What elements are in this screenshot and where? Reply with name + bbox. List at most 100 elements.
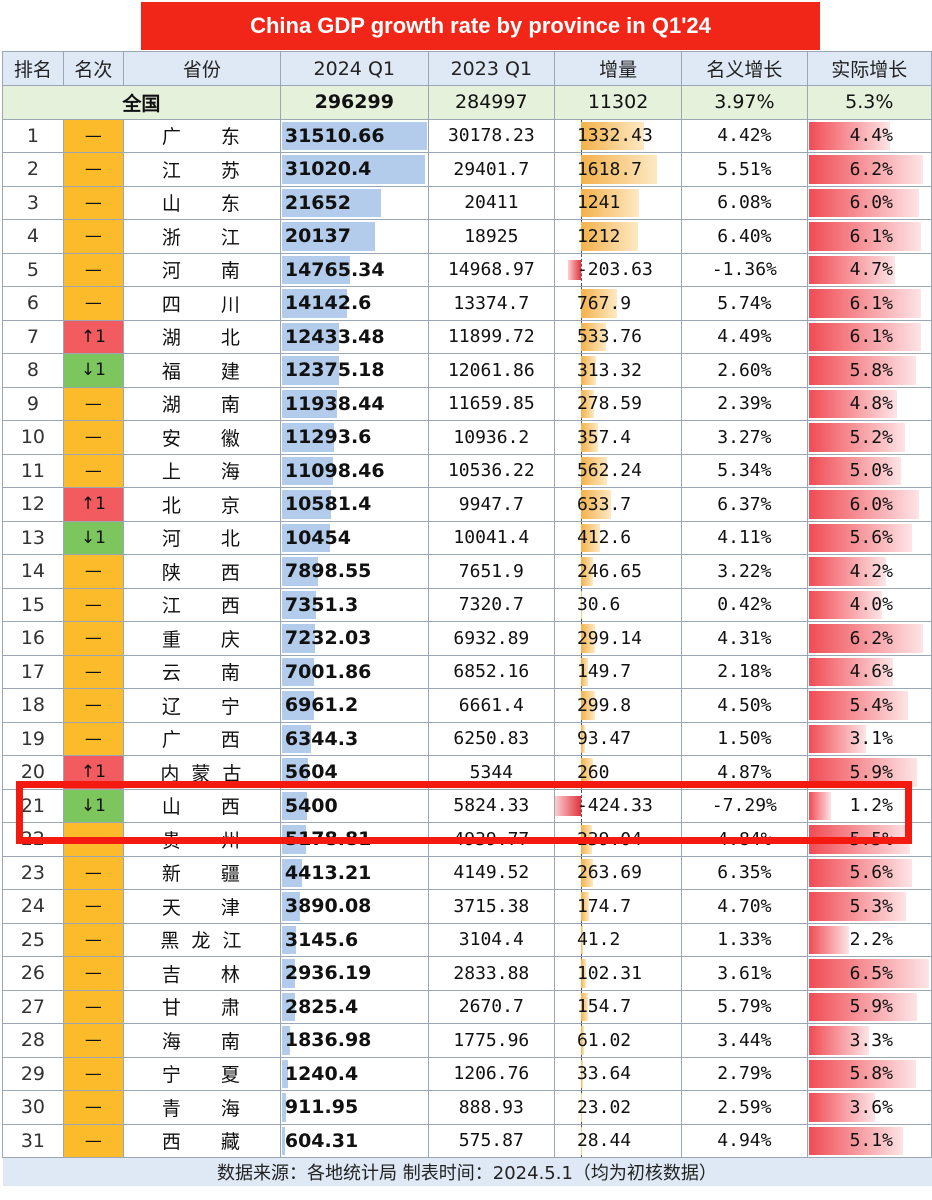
gdp-2024-cell: 604.31 [279, 1123, 429, 1158]
increase-value: -203.63 [576, 259, 653, 281]
real-growth-cell: 6.0% [806, 487, 932, 522]
increase-cell: 1241 [553, 185, 683, 220]
gdp-2024-cell: 911.95 [279, 1090, 429, 1125]
real-growth-bar [808, 858, 912, 887]
gdp-2024-bar [281, 356, 339, 385]
gdp-2023-cell: 9947.7 [427, 487, 555, 522]
rank-cell: 31 [2, 1123, 64, 1158]
increase-cell: 562.24 [553, 453, 683, 488]
position-change-badge: — [62, 1056, 124, 1091]
gdp-2024-cell: 7898.55 [279, 554, 429, 589]
real-growth-value: 6.2% [849, 158, 893, 180]
increase-bar [580, 389, 595, 418]
real-growth-cell: 6.1% [806, 286, 932, 321]
nominal-growth-cell: 4.94% [681, 1123, 808, 1158]
real-growth-bar [808, 590, 883, 619]
rank-cell: 3 [2, 185, 64, 220]
increase-cell: 1618.7 [553, 152, 683, 187]
gdp-2024-bar [281, 389, 337, 418]
nominal-growth-cell: 6.40% [681, 219, 808, 254]
gdp-2023-cell: 4149.52 [427, 855, 555, 890]
gdp-2024-value: 31020.4 [284, 158, 372, 181]
table-row: 28— 海南 1836.98 1775.96 61.02 3.44% 3.3% [2, 1023, 932, 1058]
position-change-badge: — [62, 654, 124, 689]
real-growth-cell: 6.2% [806, 621, 932, 656]
real-growth-cell: 5.4% [806, 688, 932, 723]
table-row: 25— 黑龙江 3145.6 3104.4 41.2 1.33% 2.2% [2, 922, 932, 957]
gdp-2023-cell: 6852.16 [427, 654, 555, 689]
real-growth-cell: 4.7% [806, 252, 932, 287]
table-row: 26— 吉林 2936.19 2833.88 102.31 3.61% 6.5% [2, 956, 932, 991]
real-growth-cell: 4.6% [806, 654, 932, 689]
increase-cell: 149.7 [553, 654, 683, 689]
increase-bar [580, 490, 611, 519]
increase-bar [580, 423, 598, 452]
increase-cell: 174.7 [553, 889, 683, 924]
real-growth-value: 4.4% [849, 125, 893, 147]
real-growth-value: 6.1% [849, 326, 893, 348]
gdp-2023-cell: 6932.89 [427, 621, 555, 656]
province-name: 湖南 [122, 386, 281, 421]
gdp-2024-bar [281, 858, 303, 887]
province-name: 江苏 [122, 152, 281, 187]
nominal-growth-cell: -1.36% [681, 252, 808, 287]
increase-bar [580, 1126, 583, 1155]
gdp-2024-bar [281, 1059, 288, 1088]
gdp-2024-bar [281, 724, 312, 753]
header-province: 省份 [122, 51, 281, 86]
increase-value: 154.7 [576, 996, 632, 1018]
increase-value: 263.69 [576, 862, 642, 884]
nominal-growth-cell: 4.42% [681, 118, 808, 153]
province-name: 北京 [122, 487, 281, 522]
increase-value: 633.7 [576, 493, 632, 515]
nominal-growth-cell: 1.33% [681, 922, 808, 957]
gdp-2023-cell: 6661.4 [427, 688, 555, 723]
position-change-badge: — [62, 554, 124, 589]
real-growth-value: 4.2% [849, 560, 893, 582]
gdp-2023-cell: 10041.4 [427, 520, 555, 555]
gdp-2024-cell: 21652 [279, 185, 429, 220]
increase-value: 246.65 [576, 560, 642, 582]
real-growth-bar [808, 423, 905, 452]
real-growth-bar [808, 222, 922, 251]
table-row: 27— 甘肃 2825.4 2670.7 154.7 5.79% 5.9% [2, 989, 932, 1024]
increase-bar [580, 691, 596, 720]
real-growth-bar [808, 791, 831, 820]
highlight-box [16, 781, 912, 844]
gdp-2024-bar [281, 992, 295, 1021]
gdp-2024-value: 11293.6 [284, 426, 372, 449]
real-growth-value: 5.4% [849, 694, 893, 716]
gdp-2023-cell: 7651.9 [427, 554, 555, 589]
real-growth-cell: 6.0% [806, 185, 932, 220]
real-growth-value: 6.5% [849, 962, 893, 984]
real-growth-value: 4.0% [849, 594, 893, 616]
real-growth-cell: 4.2% [806, 554, 932, 589]
real-growth-bar [808, 121, 890, 150]
header-row: 排名 名次 省份 2024 Q1 2023 Q1 增量 名义增长 实际增长 [2, 51, 932, 86]
increase-zero-axis [580, 253, 582, 286]
position-change-badge: — [62, 956, 124, 991]
increase-value: 174.7 [576, 895, 632, 917]
gdp-2023-cell: 7320.7 [427, 587, 555, 622]
increase-cell: 357.4 [553, 420, 683, 455]
province-name: 河北 [122, 520, 281, 555]
increase-cell: 61.02 [553, 1023, 683, 1058]
increase-value: 102.31 [576, 962, 642, 984]
province-name: 四川 [122, 286, 281, 321]
nominal-growth-cell: 1.50% [681, 721, 808, 756]
increase-zero-axis [580, 789, 582, 822]
province-name: 天津 [122, 889, 281, 924]
real-growth-bar [808, 155, 923, 184]
increase-value: 28.44 [576, 1130, 632, 1152]
gdp-2024-cell: 11098.46 [279, 453, 429, 488]
rank-cell: 12 [2, 487, 64, 522]
increase-bar [580, 624, 595, 653]
gdp-2024-cell: 14142.6 [279, 286, 429, 321]
real-growth-value: 5.6% [849, 862, 893, 884]
position-change-badge: ↓1 [62, 520, 124, 555]
position-change-badge: — [62, 1090, 124, 1125]
gdp-2024-value: 12433.48 [284, 325, 385, 348]
table-row: 29— 宁夏 1240.4 1206.76 33.64 2.79% 5.8% [2, 1056, 932, 1091]
increase-bar [580, 925, 583, 954]
gdp-2024-cell: 4413.21 [279, 855, 429, 890]
